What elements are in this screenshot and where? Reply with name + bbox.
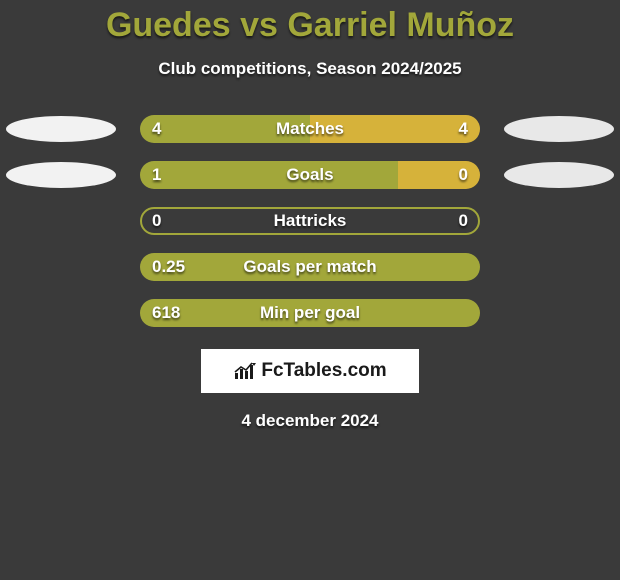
stat-value-left: 0.25 (152, 253, 185, 281)
stat-label: Min per goal (140, 299, 480, 327)
stat-value-right: 0 (459, 207, 468, 235)
stat-label: Goals per match (140, 253, 480, 281)
player-ellipse-right (504, 116, 614, 142)
stat-value-left: 618 (152, 299, 180, 327)
brand-box: FcTables.com (201, 349, 419, 393)
stat-value-left: 1 (152, 161, 161, 189)
player-ellipse-left (6, 116, 116, 142)
date-text: 4 december 2024 (0, 411, 620, 431)
stat-row: Hattricks0 0 (0, 207, 620, 235)
subtitle: Club competitions, Season 2024/2025 (0, 59, 620, 79)
stat-label: Hattricks (140, 207, 480, 235)
stats-container: Matches44Goals10Hattricks00Goals per mat… (0, 115, 620, 327)
player-ellipse-left (6, 162, 116, 188)
stat-row: Min per goal618 (0, 299, 620, 327)
stat-value-left: 0 (152, 207, 161, 235)
stat-row: Matches4 4 (0, 115, 620, 143)
stat-value-left: 4 (152, 115, 161, 143)
brand-chart-icon (233, 361, 259, 381)
player-ellipse-right (504, 162, 614, 188)
stat-label: Matches (140, 115, 480, 143)
stat-row: Goals1 0 (0, 161, 620, 189)
stat-value-right: 0 (459, 161, 468, 189)
stat-label: Goals (140, 161, 480, 189)
brand-text: FcTables.com (261, 360, 386, 382)
stat-row: Goals per match0.25 (0, 253, 620, 281)
page-title: Guedes vs Garriel Muñoz (0, 0, 620, 45)
stat-value-right: 4 (459, 115, 468, 143)
